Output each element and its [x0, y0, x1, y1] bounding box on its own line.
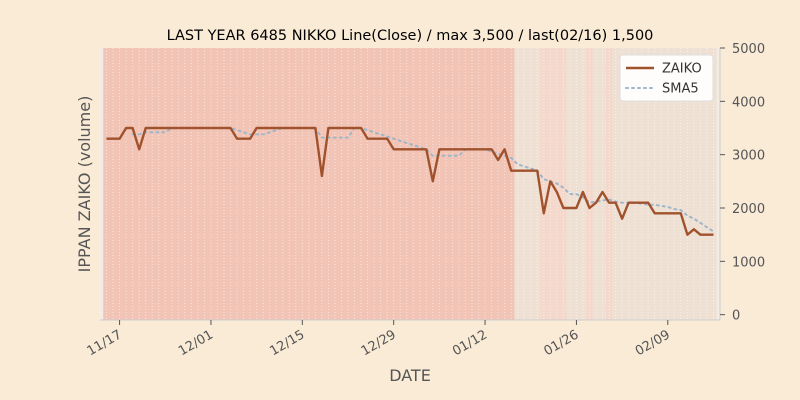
chart-title: LAST YEAR 6485 NIKKO Line(Close) / max 3…	[167, 28, 654, 44]
x-tick-label: 12/29	[359, 327, 399, 359]
y-tick-label: 0	[732, 309, 740, 324]
y-tick-label: 2000	[732, 202, 765, 217]
axes-layer	[100, 48, 721, 321]
legend-box	[619, 54, 714, 102]
y-tick-label: 4000	[732, 95, 765, 110]
y-tick-label: 1000	[732, 255, 765, 270]
y-tick-label: 5000	[732, 42, 765, 57]
shade-band	[592, 48, 606, 320]
x-axis-label: DATE	[389, 366, 431, 385]
legend: ZAIKO SMA5	[619, 54, 714, 102]
legend-label: ZAIKO	[662, 62, 702, 77]
x-tick-label: 11/17	[85, 327, 125, 359]
x-tick-label: 01/12	[450, 327, 490, 359]
y-tick-label: 3000	[732, 149, 765, 164]
x-tick-label: 12/15	[267, 327, 307, 359]
x-tick-label: 02/09	[633, 327, 673, 359]
y-axis-ticks: 0 1000 2000 3000 4000 5000	[720, 42, 765, 324]
shade-band	[514, 48, 541, 320]
y-axis-label: IPPAN ZAIKO (volume)	[75, 96, 94, 273]
shade-band	[436, 48, 515, 320]
x-tick-label: 12/01	[176, 327, 216, 359]
zaiko-line	[106, 126, 714, 236]
shade-band	[103, 48, 326, 320]
series-layer	[106, 126, 715, 236]
legend-label: SMA5	[662, 82, 699, 97]
x-tick-label: 01/26	[541, 327, 581, 359]
x-axis-ticks: 11/17 12/01 12/15 12/29 01/12 01/26 02/09	[85, 320, 673, 359]
